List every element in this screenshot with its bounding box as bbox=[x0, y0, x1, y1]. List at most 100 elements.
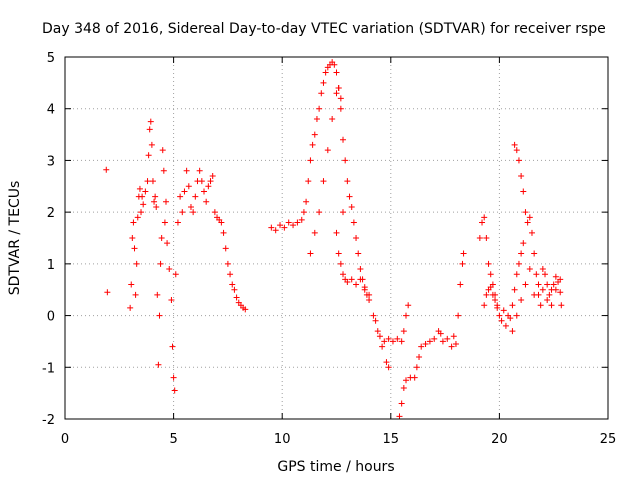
data-point bbox=[340, 209, 347, 216]
data-point bbox=[337, 105, 344, 112]
data-point bbox=[128, 281, 135, 288]
data-point bbox=[531, 250, 538, 257]
data-point bbox=[361, 284, 368, 291]
data-point bbox=[133, 260, 140, 267]
data-point bbox=[457, 281, 464, 288]
data-point bbox=[335, 85, 342, 92]
data-point bbox=[170, 374, 177, 381]
data-point bbox=[272, 227, 279, 234]
data-point bbox=[164, 240, 171, 247]
data-point bbox=[403, 377, 410, 384]
data-point bbox=[524, 219, 531, 226]
data-point bbox=[316, 105, 323, 112]
data-point bbox=[162, 198, 169, 205]
data-point bbox=[522, 281, 529, 288]
data-point bbox=[335, 250, 342, 257]
data-point bbox=[531, 291, 538, 298]
data-point bbox=[459, 260, 466, 267]
data-point bbox=[489, 291, 496, 298]
data-point bbox=[539, 266, 546, 273]
data-point bbox=[405, 302, 412, 309]
data-point bbox=[138, 209, 145, 216]
y-tick-label: 1 bbox=[47, 258, 55, 273]
data-point bbox=[333, 90, 340, 97]
chart-title: Day 348 of 2016, Sidereal Day-to-day VTE… bbox=[42, 21, 606, 37]
data-point bbox=[492, 297, 499, 304]
data-point bbox=[548, 302, 555, 309]
data-point bbox=[140, 201, 147, 208]
data-point bbox=[311, 131, 318, 138]
data-point bbox=[340, 136, 347, 143]
data-point bbox=[348, 276, 355, 283]
data-point bbox=[337, 95, 344, 102]
data-point bbox=[130, 219, 137, 226]
data-point bbox=[513, 147, 520, 154]
data-point bbox=[209, 172, 216, 179]
data-point bbox=[340, 271, 347, 278]
data-point bbox=[483, 235, 490, 241]
data-point bbox=[518, 297, 525, 304]
data-point bbox=[205, 183, 212, 190]
data-point bbox=[313, 116, 320, 123]
y-tick-label: -2 bbox=[42, 413, 55, 428]
data-point bbox=[374, 328, 381, 335]
y-tick-label: 5 bbox=[47, 51, 55, 66]
data-point bbox=[403, 312, 410, 319]
data-point bbox=[498, 317, 505, 324]
data-points bbox=[103, 59, 565, 420]
data-point bbox=[342, 157, 349, 164]
data-point bbox=[400, 328, 407, 335]
data-point bbox=[146, 126, 153, 133]
data-point bbox=[502, 322, 509, 329]
data-point bbox=[476, 235, 483, 241]
x-tick-label: 10 bbox=[274, 432, 291, 447]
grid-lines bbox=[65, 57, 608, 419]
data-point bbox=[142, 188, 149, 195]
data-point bbox=[379, 343, 386, 350]
data-point bbox=[509, 302, 516, 309]
data-point bbox=[171, 387, 178, 394]
y-tick-label: -1 bbox=[42, 361, 55, 376]
data-point bbox=[515, 260, 522, 267]
data-point bbox=[494, 304, 501, 311]
data-point bbox=[203, 198, 210, 205]
data-point bbox=[294, 219, 301, 226]
data-point bbox=[155, 361, 162, 368]
data-point bbox=[224, 260, 231, 267]
y-tick-label: 2 bbox=[47, 206, 55, 221]
data-point bbox=[353, 281, 360, 288]
data-point bbox=[174, 219, 181, 226]
data-point bbox=[154, 291, 161, 298]
data-point bbox=[481, 302, 488, 309]
data-point bbox=[333, 69, 340, 76]
data-point bbox=[481, 214, 488, 221]
data-point bbox=[539, 286, 546, 293]
data-point bbox=[385, 364, 392, 371]
data-point bbox=[455, 312, 462, 319]
data-point bbox=[168, 297, 175, 304]
data-point bbox=[337, 260, 344, 267]
data-point bbox=[366, 291, 373, 298]
y-tick-label: 3 bbox=[47, 154, 55, 169]
data-point bbox=[520, 240, 527, 247]
data-point bbox=[183, 167, 190, 174]
data-point bbox=[513, 312, 520, 319]
data-point bbox=[518, 250, 525, 257]
data-point bbox=[376, 333, 383, 340]
data-point bbox=[381, 338, 388, 345]
data-point bbox=[207, 178, 214, 185]
x-tick-label: 5 bbox=[169, 432, 177, 447]
data-point bbox=[231, 286, 238, 293]
data-point bbox=[316, 209, 323, 216]
data-point bbox=[320, 79, 327, 86]
y-tick-label: 4 bbox=[47, 103, 55, 118]
data-point bbox=[487, 284, 494, 291]
data-point bbox=[546, 291, 553, 298]
data-point bbox=[513, 271, 520, 278]
x-axis-label: GPS time / hours bbox=[277, 459, 394, 475]
data-point bbox=[268, 224, 275, 231]
data-point bbox=[450, 333, 457, 340]
data-point bbox=[400, 384, 407, 391]
data-point bbox=[161, 219, 168, 226]
data-point bbox=[411, 374, 418, 381]
